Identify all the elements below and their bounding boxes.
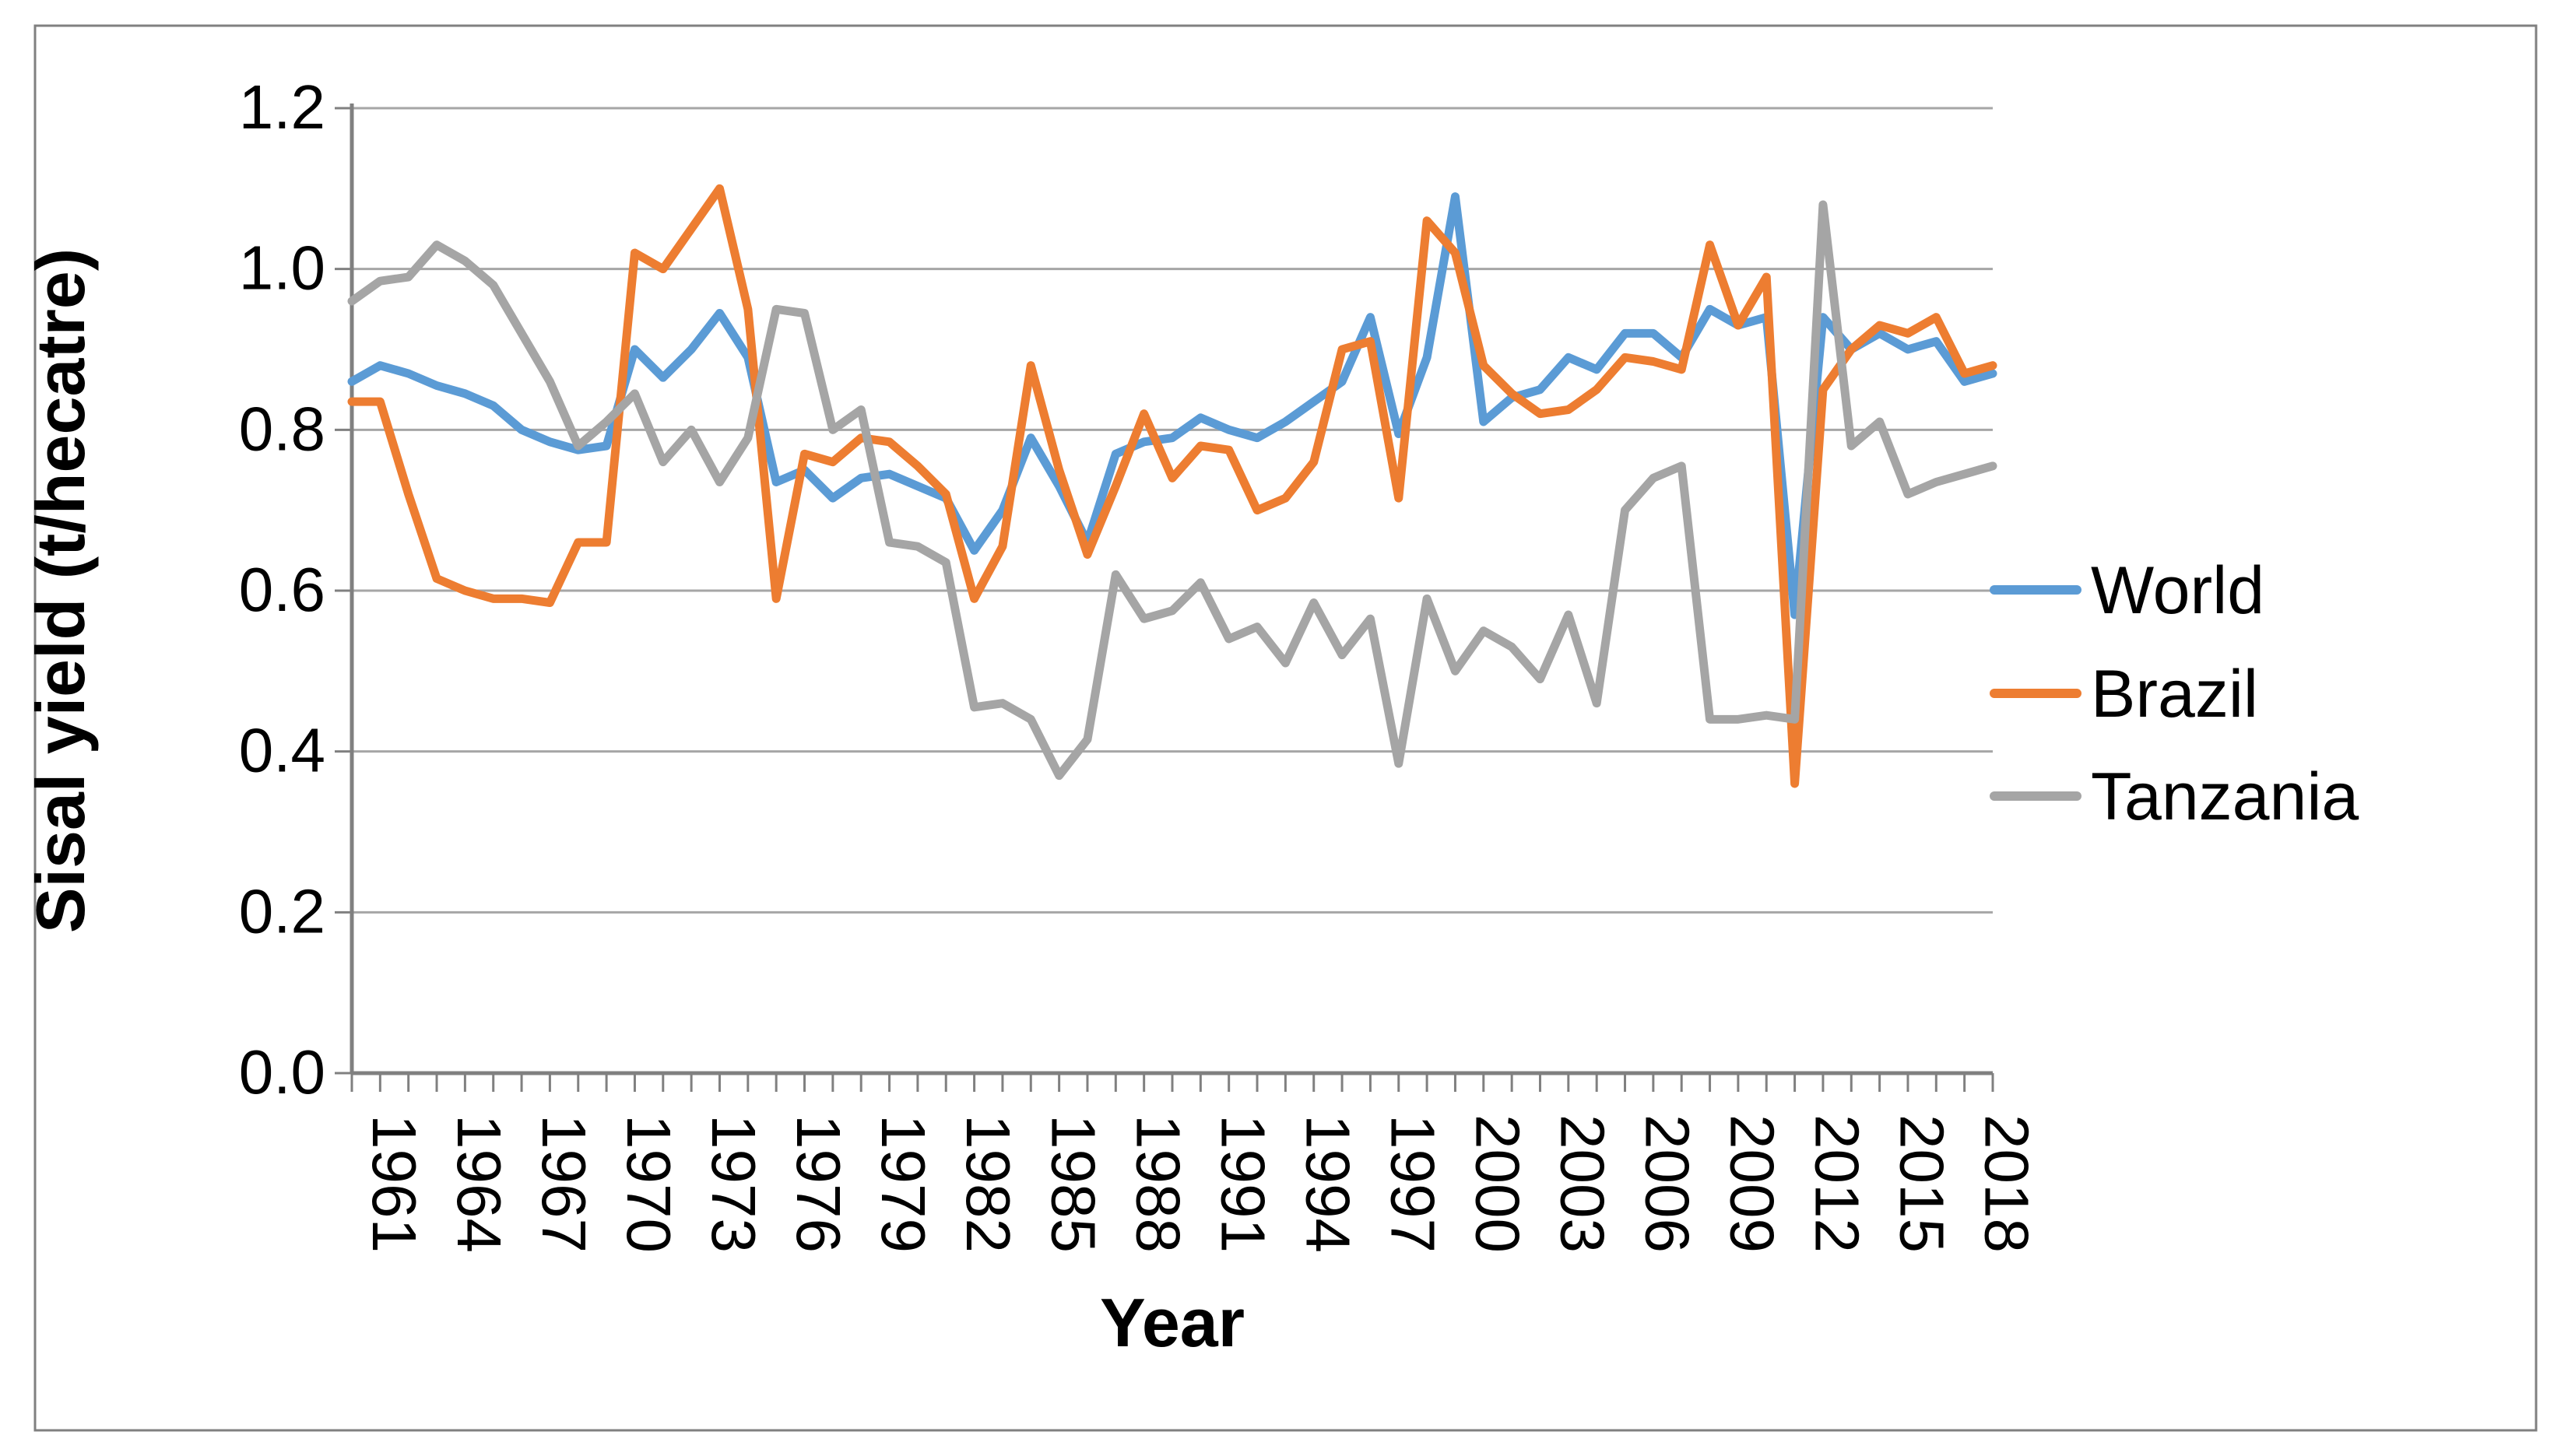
x-tick-label: 2000 [1463, 1114, 1532, 1253]
x-tick-label: 1994 [1293, 1114, 1362, 1253]
x-tick-label: 1967 [529, 1114, 599, 1253]
y-axis-title: Sisal yield (t/hecatre) [22, 248, 99, 933]
x-tick-label: 1970 [614, 1114, 683, 1253]
x-tick-label: 2003 [1547, 1114, 1617, 1253]
y-tick-label: 0.4 [239, 716, 325, 785]
x-tick-label: 1973 [699, 1114, 768, 1253]
legend-label-brazil: Brazil [2091, 657, 2258, 732]
x-tick-label: 2012 [1803, 1114, 1872, 1253]
series-line-brazil [347, 184, 1997, 788]
series-line-tanzania [347, 200, 1997, 781]
y-tick-label: 0.6 [239, 555, 325, 624]
x-tick-label: 1997 [1378, 1114, 1447, 1253]
y-tick-label: 0.2 [239, 876, 325, 946]
y-tick-label: 0.8 [239, 394, 325, 463]
x-tick-label: 1982 [954, 1114, 1023, 1253]
x-axis-title: Year [1100, 1284, 1245, 1361]
y-tick-label: 0.0 [239, 1037, 325, 1107]
y-tick-label: 1.2 [239, 72, 325, 142]
x-tick-label: 2015 [1888, 1114, 1957, 1253]
x-tick-label: 1961 [360, 1114, 429, 1253]
x-tick-label: 2009 [1718, 1114, 1787, 1253]
figure-border [33, 24, 2538, 1432]
x-tick-label: 1979 [869, 1114, 938, 1253]
x-tick-label: 1976 [784, 1114, 853, 1253]
x-tick-label: 1988 [1123, 1114, 1193, 1253]
series-line-world [347, 192, 1997, 619]
x-tick-label: 2006 [1633, 1114, 1702, 1253]
x-tick-label: 1964 [444, 1114, 514, 1253]
x-tick-label: 1985 [1038, 1114, 1108, 1253]
legend-label-tanzania: Tanzania [2091, 760, 2359, 834]
x-tick-label: 1991 [1208, 1114, 1277, 1253]
legend-label-world: World [2091, 553, 2264, 628]
x-tick-label: 2018 [1973, 1114, 2042, 1253]
y-tick-label: 1.0 [239, 233, 325, 303]
